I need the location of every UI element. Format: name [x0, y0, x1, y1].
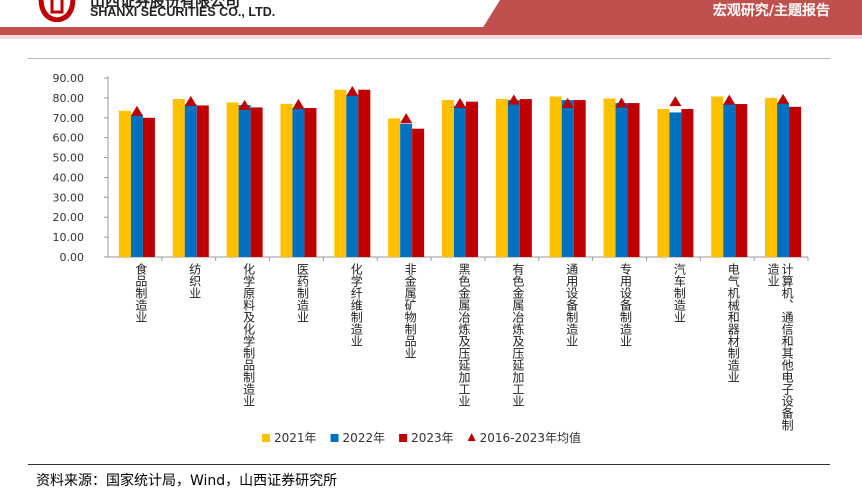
report-type: 宏观研究/主题报告 — [712, 3, 830, 19]
header-strip — [0, 27, 862, 35]
bar-2023年 — [789, 106, 802, 257]
bar-2021年 — [442, 100, 454, 258]
x-category-label: 黑色金属冶炼及压延加工业 — [457, 263, 471, 407]
avg-marker — [184, 95, 197, 106]
x-category-label: 化学原料及化学制品制造业 — [242, 263, 256, 407]
bar-2022年 — [238, 105, 251, 257]
bar-2021年 — [280, 103, 293, 257]
bar-2023年 — [358, 89, 371, 258]
y-tick-label: 0.00 — [60, 251, 85, 264]
avg-marker — [454, 97, 466, 108]
legend-swatch — [399, 434, 408, 442]
avg-marker — [400, 113, 413, 124]
y-tick-label: 30.00 — [53, 191, 85, 204]
bar-2023年 — [735, 104, 748, 257]
bar-2022年 — [130, 114, 143, 258]
bar-2023年 — [250, 107, 263, 258]
bar-2021年 — [549, 96, 562, 257]
x-category-label: 纺织业 — [188, 263, 202, 299]
y-tick-label: 10.00 — [53, 231, 85, 244]
y-tick-label: 50.00 — [53, 152, 85, 165]
avg-marker — [669, 96, 682, 107]
bar-2021年 — [172, 99, 185, 258]
avg-marker — [615, 97, 628, 108]
bar-2022年 — [400, 123, 413, 257]
bar-2021年 — [711, 96, 724, 257]
y-tick-label: 40.00 — [53, 171, 85, 184]
bar-2021年 — [334, 89, 347, 258]
legend-swatch — [262, 434, 270, 442]
company-name-cn: 山西证券股份有限公司 — [90, 0, 241, 10]
source-note: 资料来源：国家统计局，Wind，山西证券研究所 — [36, 473, 338, 489]
header-strip-light — [0, 35, 862, 39]
bar-2022年 — [346, 94, 359, 257]
chart-frame — [28, 58, 830, 465]
y-tick-label: 60.00 — [53, 132, 85, 145]
x-category-label: 计算机、通信和其他电子设备制 — [780, 263, 794, 431]
bar-2023年 — [304, 108, 317, 257]
avg-marker — [561, 97, 574, 108]
bar-2021年 — [765, 97, 778, 257]
bar-2022年 — [561, 100, 574, 258]
y-tick-label: 20.00 — [53, 211, 85, 224]
x-category-label: 医药制造业 — [295, 263, 309, 323]
x-category-label: 汽车制造业 — [672, 262, 686, 323]
bar-2021年 — [657, 109, 670, 257]
avg-marker — [777, 93, 790, 104]
bar-2022年 — [454, 106, 466, 257]
x-category-label: 专用设备制造业 — [619, 262, 633, 347]
x-category-label: 电气机械和器材制造业 — [726, 263, 740, 383]
bar-2021年 — [603, 98, 616, 257]
legend-label: 2023年 — [411, 431, 454, 445]
avg-marker — [130, 105, 143, 116]
bar-2023年 — [681, 109, 694, 257]
y-tick-label: 70.00 — [53, 112, 85, 125]
y-tick-label: 90.00 — [53, 72, 85, 85]
bar-2022年 — [669, 112, 682, 257]
report-header: 山西证券股份有限公司 SHANXI SECURITIES CO., LTD. 宏… — [0, 0, 862, 40]
legend-label: 2016-2023年均值 — [480, 430, 581, 445]
x-category-label: 化学纤维制造业 — [349, 263, 363, 347]
avg-marker — [238, 99, 251, 110]
bar-2022年 — [777, 102, 790, 257]
bar-2022年 — [507, 100, 520, 258]
bar-2023年 — [466, 101, 478, 257]
x-category-label: 非金属矿物制品业 — [403, 263, 417, 359]
avg-marker — [292, 98, 305, 109]
bar-2021年 — [118, 110, 131, 257]
avg-marker — [346, 85, 359, 96]
x-category-label: 通用设备制造业 — [565, 263, 579, 347]
company-logo — [38, 0, 76, 22]
legend-label: 2021年 — [274, 431, 317, 445]
bar-2022年 — [615, 103, 628, 257]
legend-swatch — [330, 434, 339, 442]
bar-2023年 — [519, 99, 532, 258]
bar-2023年 — [573, 100, 586, 258]
bar-2022年 — [292, 108, 305, 257]
avg-marker — [723, 94, 736, 105]
bar-2023年 — [412, 128, 425, 257]
y-tick-label: 80.00 — [53, 92, 85, 105]
x-category-label: 食品制造业 — [134, 262, 148, 323]
bar-2021年 — [388, 118, 401, 257]
x-category-label: 造业 — [766, 263, 780, 287]
bar-2021年 — [226, 102, 239, 257]
company-name-en: SHANXI SECURITIES CO., LTD. — [90, 5, 276, 19]
bar-2023年 — [142, 117, 155, 258]
bar-2023年 — [196, 105, 209, 258]
bar-2022年 — [184, 104, 197, 257]
avg-marker — [507, 94, 520, 105]
legend-marker — [467, 433, 476, 441]
legend-label: 2022年 — [343, 431, 386, 445]
bar-2021年 — [495, 99, 508, 258]
report-type-banner: 宏观研究/主题报告 — [482, 0, 862, 29]
bar-2022年 — [723, 104, 736, 257]
bar-2023年 — [627, 103, 640, 257]
x-category-label: 有色金属冶炼及压延加工业 — [511, 263, 525, 407]
